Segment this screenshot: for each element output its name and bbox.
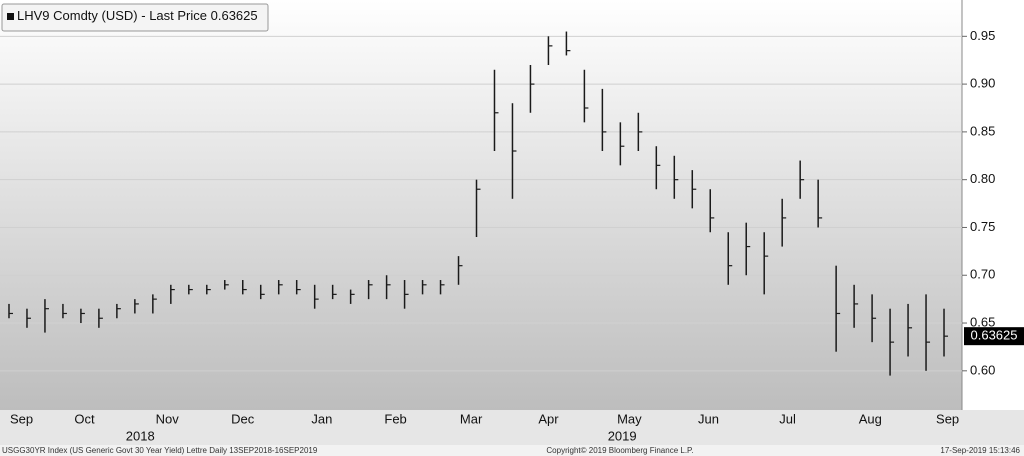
last-price-label: 0.63625: [971, 328, 1018, 343]
footer-band: [0, 445, 1024, 456]
y-tick-label: 0.95: [970, 28, 995, 43]
legend-swatch: [7, 13, 14, 20]
legend-label: LHV9 Comdty (USD) - Last Price 0.63625: [17, 8, 258, 23]
footer-center: Copyright© 2019 Bloomberg Finance L.P.: [546, 446, 693, 455]
legend-last-price: 0.63625: [211, 8, 258, 23]
y-tick-label: 0.80: [970, 171, 995, 186]
y-tick-label: 0.85: [970, 123, 995, 138]
x-tick-label: May: [617, 411, 642, 426]
x-axis-band: [0, 410, 1024, 445]
plot-area: [0, 0, 962, 410]
x-tick-label: Sep: [10, 411, 33, 426]
y-tick-label: 0.65: [970, 314, 995, 329]
year-label: 2018: [126, 428, 155, 443]
footer-right: 17-Sep-2019 15:13:46: [940, 446, 1020, 455]
x-tick-label: Aug: [859, 411, 882, 426]
y-tick-label: 0.75: [970, 219, 995, 234]
x-tick-label: Jun: [698, 411, 719, 426]
x-tick-label: Jul: [779, 411, 796, 426]
y-tick-label: 0.60: [970, 362, 995, 377]
x-tick-label: Dec: [231, 411, 255, 426]
y-tick-label: 0.70: [970, 267, 995, 282]
x-tick-label: Mar: [460, 411, 483, 426]
last-price-box: [964, 327, 1024, 346]
x-tick-label: Oct: [74, 411, 95, 426]
legend-text: LHV9 Comdty (USD) - Last Price: [17, 8, 207, 23]
y-tick-label: 0.90: [970, 76, 995, 91]
x-tick-label: Apr: [538, 411, 559, 426]
x-tick-label: Jan: [311, 411, 332, 426]
x-tick-label: Sep: [936, 411, 959, 426]
x-tick-label: Feb: [384, 411, 406, 426]
year-label: 2019: [608, 428, 637, 443]
x-tick-label: Nov: [156, 411, 180, 426]
legend-box: [1, 3, 269, 32]
footer-left: USGG30YR Index (US Generic Govt 30 Year …: [2, 446, 318, 455]
